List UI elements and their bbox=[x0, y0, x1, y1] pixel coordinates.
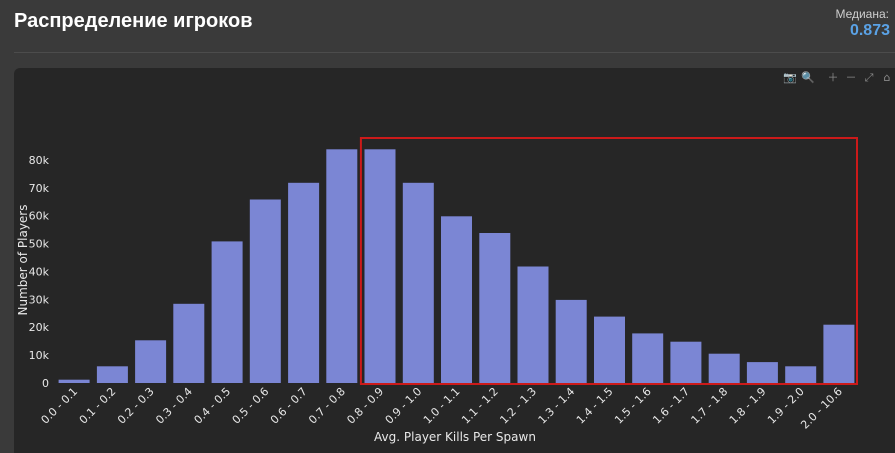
bar[interactable] bbox=[364, 149, 396, 383]
y-tick-label: 30k bbox=[29, 293, 50, 306]
y-tick-label: 40k bbox=[29, 265, 50, 278]
bar[interactable] bbox=[632, 333, 664, 383]
bar[interactable] bbox=[594, 316, 625, 383]
x-tick-label: 0.5 - 0.6 bbox=[230, 385, 272, 427]
bar[interactable] bbox=[517, 266, 549, 384]
bar[interactable] bbox=[823, 324, 855, 383]
x-tick-label: 1.0 - 1.1 bbox=[421, 385, 463, 427]
x-tick-label: 0.8 - 0.9 bbox=[344, 385, 386, 427]
x-tick-label: 0.7 - 0.8 bbox=[306, 385, 348, 427]
bar[interactable] bbox=[249, 199, 281, 384]
x-tick-label: 1.6 - 1.7 bbox=[650, 385, 692, 427]
x-tick-label: 1.8 - 1.9 bbox=[727, 385, 769, 427]
bar[interactable] bbox=[479, 233, 511, 383]
bar[interactable] bbox=[555, 299, 587, 383]
x-tick-label: 2.0 - 10.6 bbox=[798, 385, 845, 432]
page-title: Распределение игроков bbox=[14, 10, 253, 32]
chart-toolbar: 📷 🔍 ＋ － ⤢ ⌂ bbox=[783, 72, 893, 84]
x-tick-label: 0.3 - 0.4 bbox=[153, 385, 195, 427]
x-tick-label: 1.3 - 1.4 bbox=[536, 385, 578, 427]
camera-icon[interactable]: 📷 bbox=[783, 71, 797, 84]
home-icon[interactable]: ⌂ bbox=[883, 71, 891, 84]
x-tick-label: 1.1 - 1.2 bbox=[459, 385, 501, 427]
x-tick-label: 0.0 - 0.1 bbox=[39, 385, 81, 427]
x-tick-label: 1.5 - 1.6 bbox=[612, 385, 654, 427]
x-tick-label: 1.2 - 1.3 bbox=[497, 385, 539, 427]
bars bbox=[58, 149, 855, 384]
y-axis: 0 10k 20k 30k 40k 50k 60k 70k 80k bbox=[29, 154, 50, 390]
bar[interactable] bbox=[708, 353, 740, 383]
bar[interactable] bbox=[96, 366, 128, 383]
y-tick-label: 70k bbox=[29, 182, 50, 195]
bar[interactable] bbox=[441, 216, 472, 383]
median-value: 0.873 bbox=[849, 22, 890, 39]
bar[interactable] bbox=[173, 303, 205, 383]
bar[interactable] bbox=[58, 379, 90, 383]
bar[interactable] bbox=[211, 241, 243, 383]
x-tick-label: 0.4 - 0.5 bbox=[192, 385, 234, 427]
x-tick-label: 0.2 - 0.3 bbox=[115, 385, 157, 427]
bar[interactable] bbox=[288, 182, 320, 383]
x-tick-label: 0.9 - 1.0 bbox=[383, 385, 425, 427]
bar[interactable] bbox=[326, 149, 358, 383]
y-tick-label: 60k bbox=[29, 210, 50, 223]
bar[interactable] bbox=[785, 366, 817, 383]
y-tick-label: 20k bbox=[29, 321, 50, 334]
zoom-in-icon[interactable]: ＋ bbox=[827, 71, 839, 84]
bar[interactable] bbox=[402, 182, 434, 383]
bar[interactable] bbox=[135, 340, 167, 383]
x-axis: 0.0 - 0.10.1 - 0.20.2 - 0.30.3 - 0.40.4 … bbox=[39, 385, 845, 432]
x-tick-label: 0.6 - 0.7 bbox=[268, 385, 310, 427]
y-tick-label: 50k bbox=[29, 238, 50, 251]
bar[interactable] bbox=[670, 341, 702, 383]
zoom-icon[interactable]: 🔍 bbox=[801, 71, 815, 84]
x-tick-label: 1.4 - 1.5 bbox=[574, 385, 616, 427]
x-tick-label: 1.7 - 1.8 bbox=[689, 385, 731, 427]
bar[interactable] bbox=[746, 362, 778, 383]
y-tick-label: 80k bbox=[29, 154, 50, 167]
autoscale-icon[interactable]: ⤢ bbox=[864, 71, 874, 84]
x-axis-title: Avg. Player Kills Per Spawn bbox=[374, 430, 536, 444]
x-tick-label: 0.1 - 0.2 bbox=[77, 385, 119, 427]
header-divider bbox=[14, 52, 895, 53]
y-tick-label: 0 bbox=[42, 377, 49, 390]
median-label: Медиана: bbox=[835, 7, 889, 21]
highlight-box bbox=[359, 137, 858, 385]
y-axis-title: Number of Players bbox=[16, 205, 30, 316]
zoom-out-icon[interactable]: － bbox=[845, 71, 857, 84]
y-tick-label: 10k bbox=[29, 349, 50, 362]
